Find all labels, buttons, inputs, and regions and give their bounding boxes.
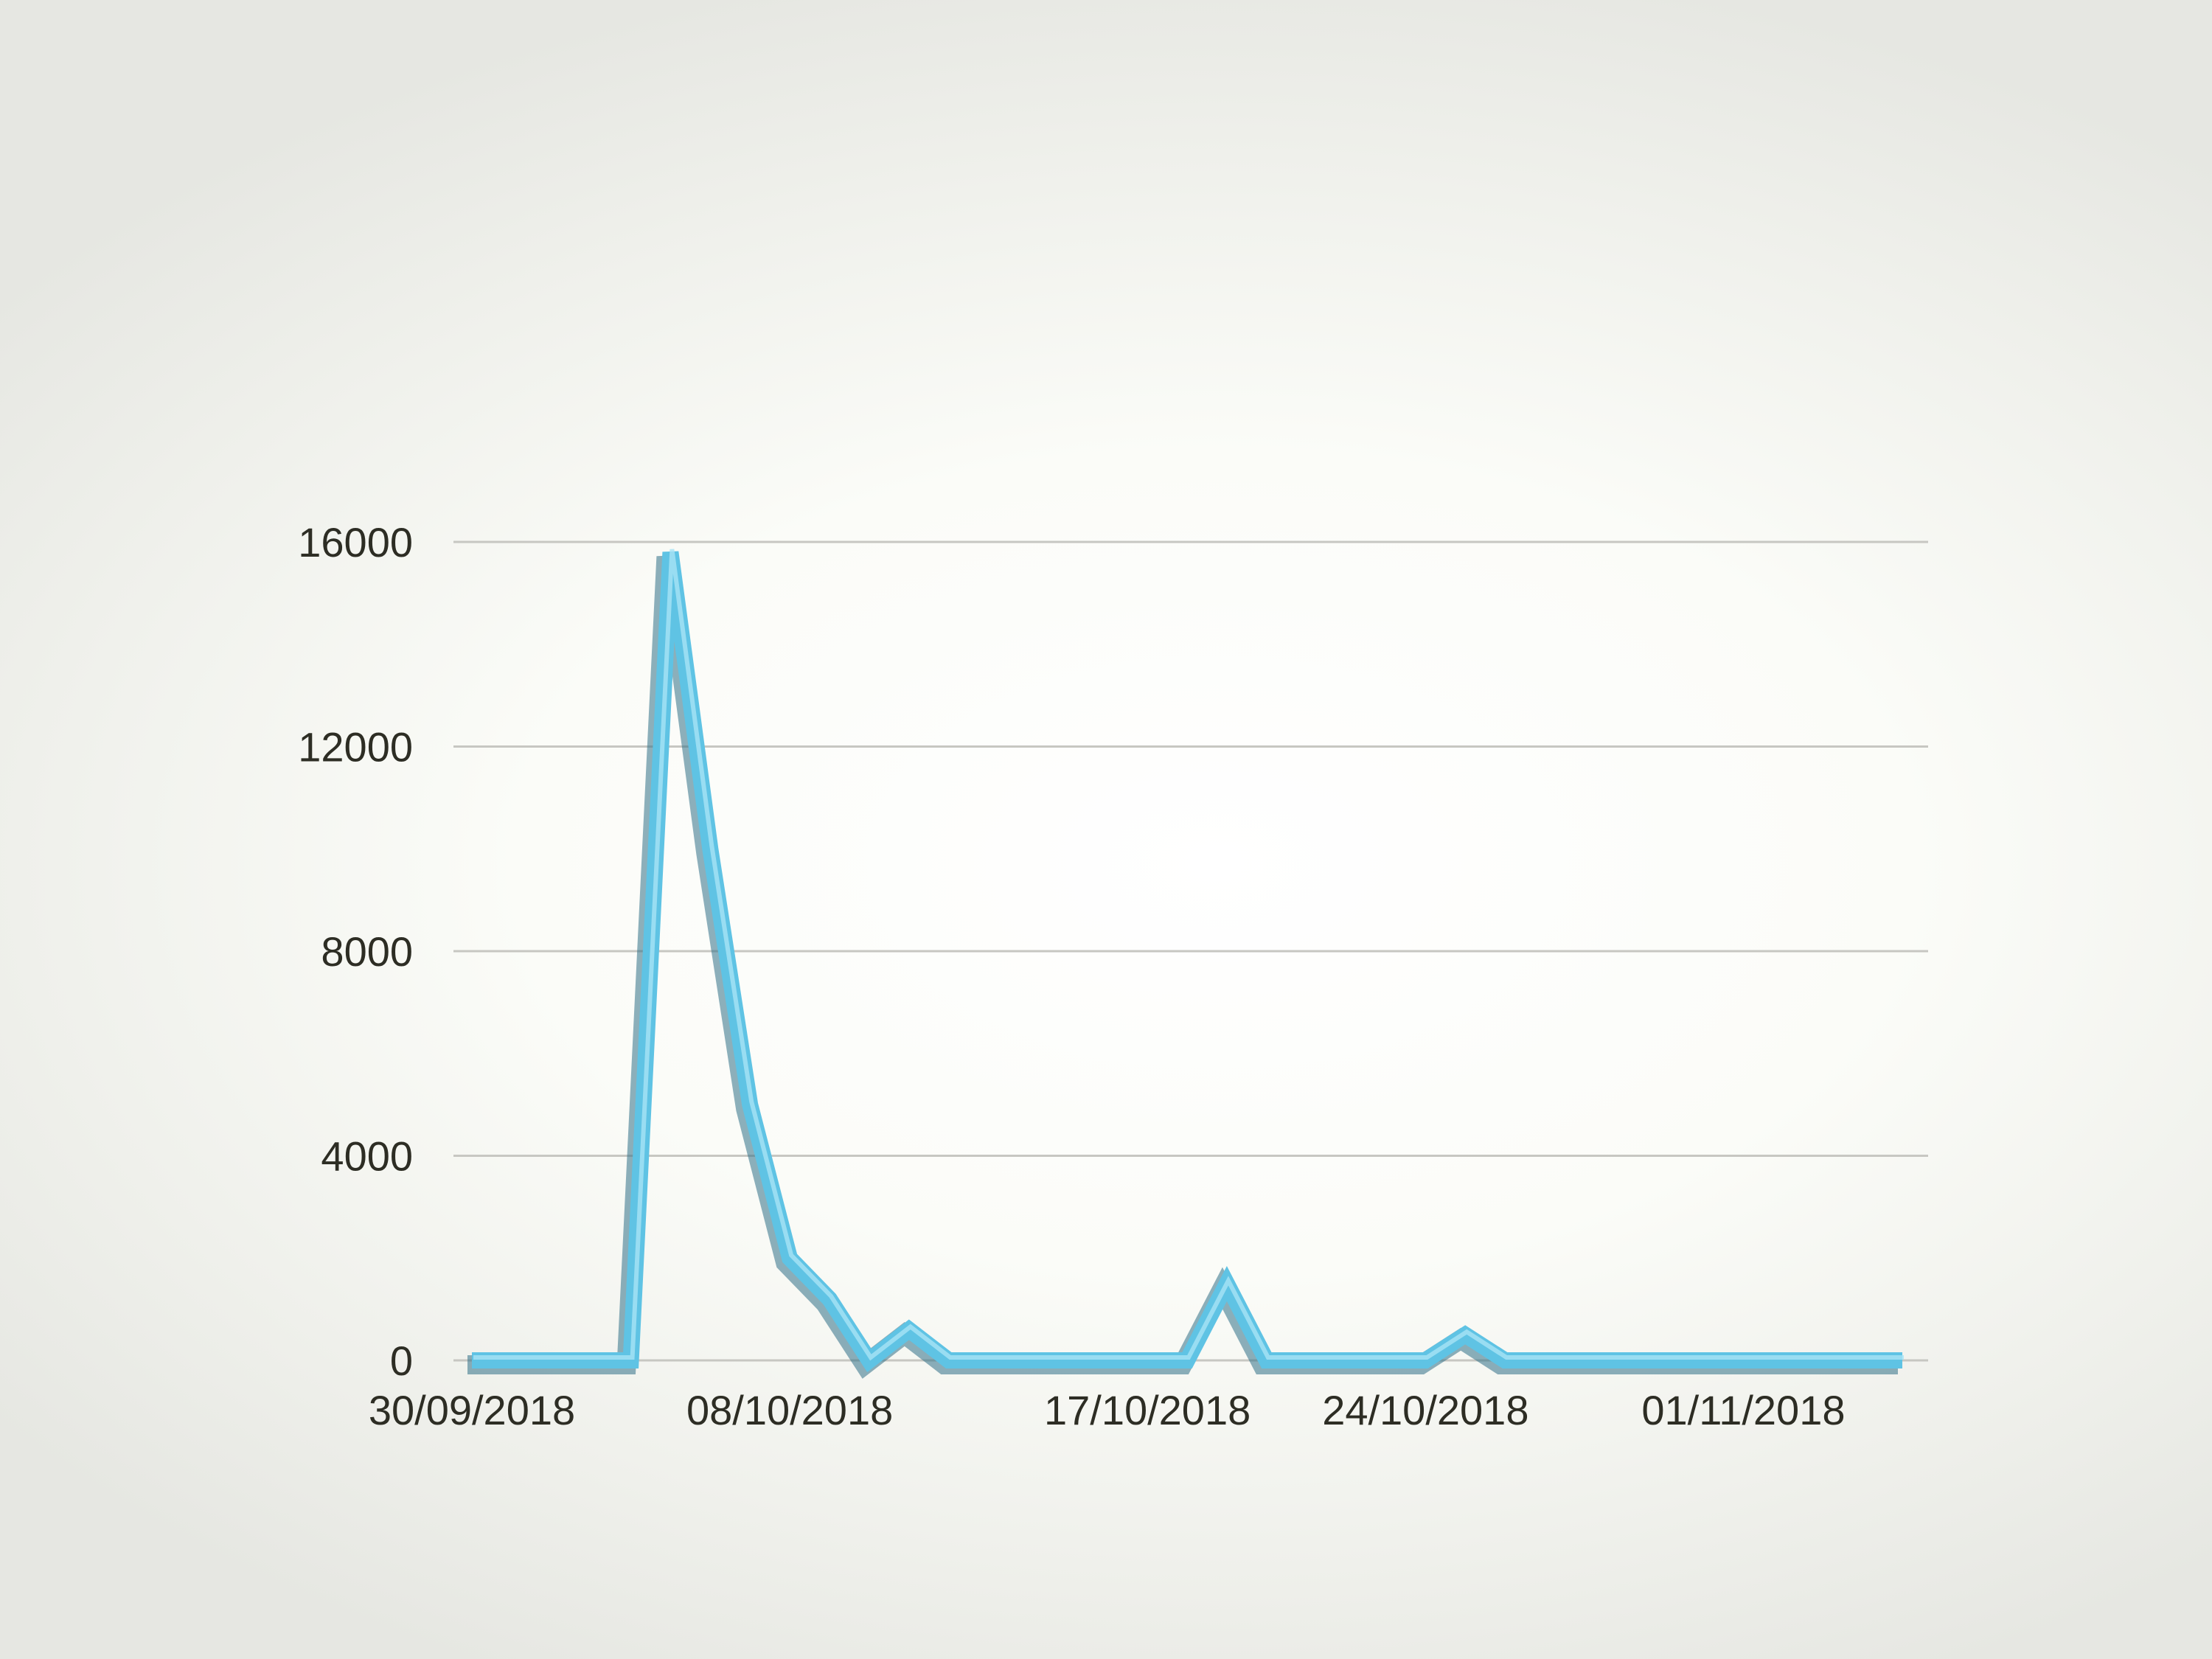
y-tick-label: 12000 xyxy=(298,724,413,771)
series-line-highlight xyxy=(473,549,1904,1361)
x-tick-label: 08/10/2018 xyxy=(686,1387,893,1433)
y-tick-label: 0 xyxy=(390,1338,413,1384)
x-tick-label: 30/09/2018 xyxy=(369,1387,575,1433)
x-tick-label: 24/10/2018 xyxy=(1322,1387,1528,1433)
y-tick-label: 4000 xyxy=(321,1133,413,1180)
y-tick-label: 16000 xyxy=(298,519,413,566)
x-tick-label: 01/11/2018 xyxy=(1641,1387,1845,1433)
x-tick-label: 17/10/2018 xyxy=(1044,1387,1251,1433)
y-axis-tick-labels: 0 4000 8000 12000 16000 xyxy=(298,519,413,1384)
series-layer xyxy=(467,549,1904,1379)
x-axis-tick-labels: 30/09/2018 08/10/2018 17/10/2018 24/10/2018… xyxy=(369,1387,1846,1433)
y-tick-label: 8000 xyxy=(321,928,413,975)
